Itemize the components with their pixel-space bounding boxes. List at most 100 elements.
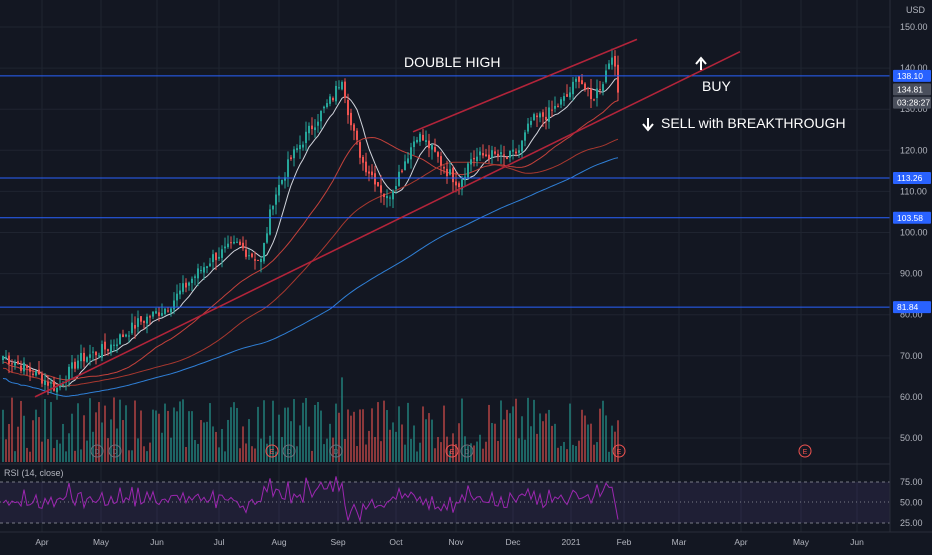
volume-bar (599, 408, 601, 462)
volume-bar (362, 409, 364, 462)
candle-body (497, 153, 499, 157)
candle-body (407, 158, 409, 163)
volume-bar (86, 440, 88, 462)
volume-bar (404, 444, 406, 462)
price-axis[interactable]: USD 150.00 140.00 130.00 120.00 110.00 100.00… (889, 0, 928, 532)
candle-body (104, 341, 106, 350)
candle-body (269, 209, 271, 235)
candle-body (596, 88, 598, 99)
candle-body (461, 179, 463, 190)
price-tick-label: 150.00 (900, 22, 928, 32)
candle-body (515, 151, 517, 154)
candle-body (20, 365, 22, 371)
candle-body (122, 334, 124, 338)
volume-bar (410, 438, 412, 462)
candle-body (170, 308, 172, 313)
volume-bar (389, 429, 391, 462)
volume-bar (44, 399, 46, 462)
candle-body (455, 181, 457, 186)
horizontal-levels[interactable] (0, 75, 890, 308)
candle-body (110, 344, 112, 353)
candle-body (68, 366, 70, 381)
volume-bar (431, 419, 433, 462)
candle-body (422, 134, 424, 141)
volume-bar (491, 422, 493, 462)
candle-body (320, 110, 322, 122)
candle-body (446, 168, 448, 177)
candle-body (599, 89, 601, 91)
candle-body (275, 194, 277, 205)
candle-body (560, 99, 562, 105)
event-badge-label: D (286, 449, 291, 456)
volume-bar (197, 443, 199, 462)
candle-body (404, 161, 406, 171)
volume-bar (524, 439, 526, 462)
candle-body (26, 364, 28, 368)
candle-body (293, 149, 295, 159)
event-badge (445, 444, 459, 458)
volume-bar (296, 446, 298, 462)
candle-body (488, 154, 490, 160)
time-tick-label: Sep (330, 537, 345, 547)
volume-bar (419, 442, 421, 462)
candle-body (23, 362, 25, 372)
volume-bar (317, 401, 319, 462)
candle-body (581, 80, 583, 85)
volume-bar (593, 444, 595, 462)
candle-body (44, 380, 46, 385)
price-tag (893, 172, 931, 185)
annotation-double-high[interactable]: DOUBLE HIGH (404, 54, 500, 70)
volume-bar (596, 442, 598, 462)
candle-body (617, 64, 619, 93)
time-tick-label: May (93, 537, 110, 547)
time-tick-label: 2021 (562, 537, 581, 547)
candle-body (185, 282, 187, 288)
candle-body (188, 282, 190, 286)
volume-bar (494, 423, 496, 462)
candle-body (296, 148, 298, 151)
channel-upper-line (412, 38, 638, 133)
volume-bar (191, 411, 193, 462)
volume-bar (434, 448, 436, 462)
price-tick-label: 70.00 (900, 351, 923, 361)
time-axis[interactable]: Apr May Jun Jul Aug Sep Oct Nov Dec 2021 Feb Mar Apr… (35, 537, 864, 547)
rsi-pane[interactable]: RSI (14, close) (0, 463, 890, 524)
candle-body (197, 268, 199, 279)
event-badge (612, 444, 626, 458)
volume-bar (293, 399, 295, 462)
volume-bar (578, 440, 580, 462)
volume-bar (548, 409, 550, 462)
candle-body (35, 370, 37, 376)
price-tag-label: 81.84 (897, 302, 919, 312)
volume-bar (53, 448, 55, 462)
volume-bar (125, 405, 127, 462)
volume-bar (269, 435, 271, 462)
candle-body (50, 382, 52, 384)
candle-body (431, 144, 433, 150)
volume-bar (395, 431, 397, 462)
volume-bar (611, 425, 613, 462)
time-tick-label: Nov (448, 537, 464, 547)
candle-body (362, 156, 364, 163)
candle-body (503, 154, 505, 156)
volume-bar (338, 412, 340, 462)
trend-channel[interactable] (34, 38, 741, 398)
candle-body (440, 156, 442, 166)
candle-body (410, 147, 412, 160)
volume-bar (188, 411, 190, 462)
volume-bar (161, 432, 163, 462)
volume-bar (335, 403, 337, 462)
candle-body (38, 369, 40, 375)
candle-body (476, 156, 478, 162)
volume-bar (314, 404, 316, 462)
candlesticks (2, 48, 619, 400)
annotation-buy[interactable]: BUY (702, 78, 731, 94)
volume-bar (467, 446, 469, 462)
volume-bar (98, 402, 100, 462)
annotation-sell[interactable]: SELL with BREAKTHROUGH (661, 115, 846, 131)
volume-bar (512, 406, 514, 462)
candle-body (338, 87, 340, 89)
candle-body (557, 105, 559, 107)
